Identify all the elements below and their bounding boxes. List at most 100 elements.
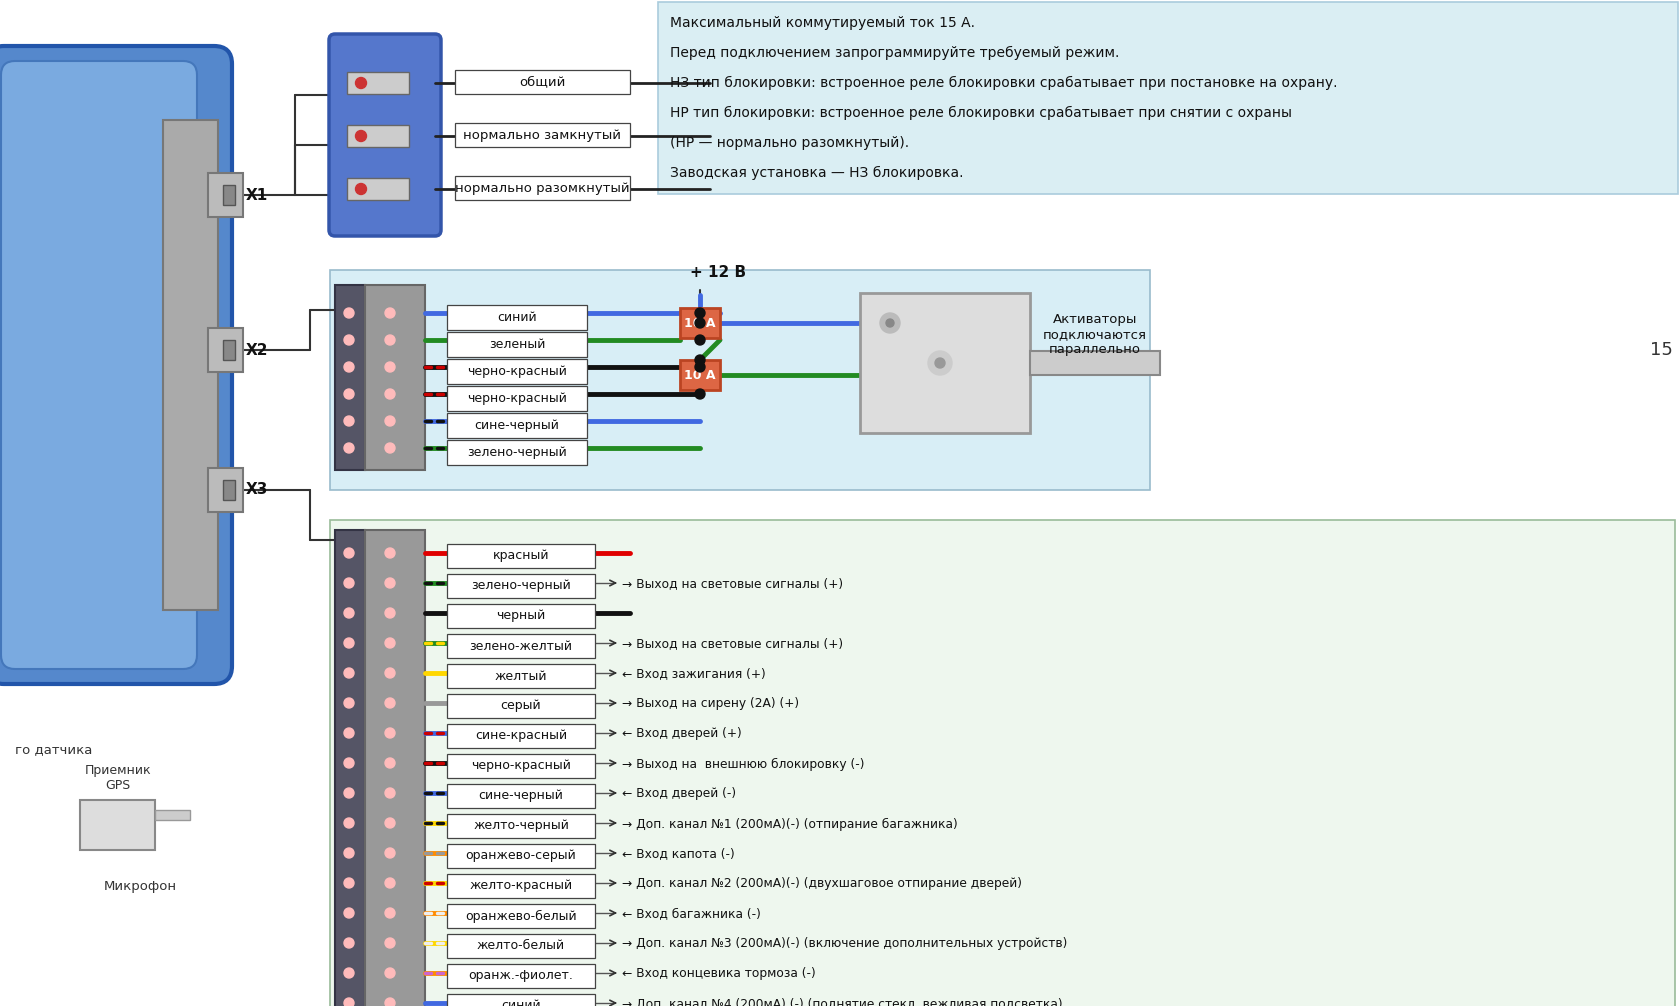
Circle shape	[344, 416, 354, 426]
Circle shape	[694, 308, 704, 318]
Bar	[329, 270, 1149, 490]
Bar	[346, 72, 408, 94]
Bar	[447, 359, 586, 384]
Circle shape	[344, 362, 354, 372]
Text: красный: красный	[492, 549, 549, 562]
Circle shape	[354, 131, 366, 142]
Text: ← Вход багажника (-): ← Вход багажника (-)	[622, 907, 761, 920]
Bar	[447, 934, 595, 958]
Bar	[657, 2, 1677, 194]
Circle shape	[694, 355, 704, 365]
Circle shape	[344, 443, 354, 453]
Circle shape	[344, 938, 354, 948]
Circle shape	[385, 362, 395, 372]
Text: желто-черный: желто-черный	[472, 820, 568, 833]
Circle shape	[354, 183, 366, 194]
Circle shape	[344, 308, 354, 318]
Bar	[860, 293, 1030, 433]
Circle shape	[344, 818, 354, 828]
Circle shape	[385, 848, 395, 858]
Circle shape	[885, 319, 894, 327]
FancyBboxPatch shape	[0, 46, 232, 684]
Text: → Выход на сирену (2А) (+): → Выход на сирену (2А) (+)	[622, 697, 798, 710]
Text: черно-красный: черно-красный	[467, 365, 566, 378]
Circle shape	[694, 362, 704, 372]
Text: X1: X1	[245, 187, 269, 202]
Circle shape	[344, 758, 354, 768]
Bar	[447, 874, 595, 898]
Bar	[455, 176, 630, 200]
Text: желто-красный: желто-красный	[469, 879, 573, 892]
Circle shape	[385, 998, 395, 1006]
Bar	[223, 480, 235, 500]
Bar	[447, 754, 595, 778]
Bar	[163, 120, 218, 610]
Bar	[447, 724, 595, 748]
Circle shape	[344, 848, 354, 858]
Bar	[455, 70, 630, 94]
Circle shape	[385, 578, 395, 588]
Text: Приемник
GPS: Приемник GPS	[84, 764, 151, 792]
Circle shape	[385, 443, 395, 453]
Circle shape	[385, 608, 395, 618]
Circle shape	[344, 728, 354, 738]
Text: зелено-черный: зелено-черный	[470, 579, 571, 593]
Text: → Доп. канал №2 (200мА)(-) (двухшаговое отпирание дверей): → Доп. канал №2 (200мА)(-) (двухшаговое …	[622, 877, 1021, 890]
Circle shape	[385, 698, 395, 708]
Circle shape	[385, 668, 395, 678]
Circle shape	[354, 77, 366, 89]
Text: Заводская установка — НЗ блокировка.: Заводская установка — НЗ блокировка.	[670, 166, 963, 180]
Bar	[447, 604, 595, 628]
Text: → Доп. канал №1 (200мА)(-) (отпирание багажника): → Доп. канал №1 (200мА)(-) (отпирание ба…	[622, 818, 958, 831]
Circle shape	[344, 878, 354, 888]
Text: зеленый: зеленый	[489, 338, 544, 351]
Text: Максимальный коммутируемый ток 15 А.: Максимальный коммутируемый ток 15 А.	[670, 16, 974, 30]
Text: синий: синий	[501, 1000, 541, 1006]
Circle shape	[385, 908, 395, 918]
Circle shape	[344, 998, 354, 1006]
Text: Активаторы
подключаются
параллельно: Активаторы подключаются параллельно	[1042, 313, 1146, 356]
Circle shape	[344, 908, 354, 918]
Text: ← Вход капота (-): ← Вход капота (-)	[622, 847, 734, 860]
Bar	[223, 340, 235, 360]
Text: нормально замкнутый: нормально замкнутый	[464, 129, 622, 142]
Bar	[447, 664, 595, 688]
Text: ← Вход концевика тормоза (-): ← Вход концевика тормоза (-)	[622, 968, 815, 981]
Text: Микрофон: Микрофон	[104, 880, 176, 893]
Text: ← Вход зажигания (+): ← Вход зажигания (+)	[622, 668, 766, 680]
Bar	[208, 173, 244, 217]
Circle shape	[385, 548, 395, 558]
Circle shape	[385, 818, 395, 828]
Circle shape	[385, 728, 395, 738]
FancyBboxPatch shape	[329, 34, 440, 236]
Circle shape	[385, 416, 395, 426]
Circle shape	[934, 358, 944, 368]
Circle shape	[385, 938, 395, 948]
Bar	[447, 544, 595, 568]
Text: 10 А: 10 А	[684, 317, 716, 330]
Text: → Выход на  внешнюю блокировку (-): → Выход на внешнюю блокировку (-)	[622, 758, 864, 771]
Text: сине-черный: сине-черный	[474, 420, 559, 432]
Bar	[447, 386, 586, 411]
Text: (НР — нормально разомкнутый).: (НР — нормально разомкнутый).	[670, 136, 909, 150]
Bar	[680, 360, 719, 390]
Circle shape	[344, 698, 354, 708]
Bar	[1030, 351, 1159, 375]
Bar	[365, 285, 425, 470]
Text: сине-черный: сине-черный	[479, 790, 563, 803]
Circle shape	[385, 308, 395, 318]
Bar	[447, 994, 595, 1006]
Bar	[455, 123, 630, 147]
Text: черный: черный	[496, 610, 546, 623]
Text: синий: синий	[497, 311, 536, 324]
Circle shape	[385, 758, 395, 768]
Circle shape	[344, 638, 354, 648]
Circle shape	[385, 335, 395, 345]
Text: желтый: желтый	[494, 670, 548, 682]
Circle shape	[694, 318, 704, 328]
Bar	[447, 574, 595, 598]
Text: оранжево-белый: оранжево-белый	[465, 909, 576, 923]
Text: ← Вход дверей (+): ← Вход дверей (+)	[622, 727, 741, 740]
Text: го датчика: го датчика	[15, 743, 92, 757]
Text: оранж.-фиолет.: оранж.-фиолет.	[469, 970, 573, 983]
